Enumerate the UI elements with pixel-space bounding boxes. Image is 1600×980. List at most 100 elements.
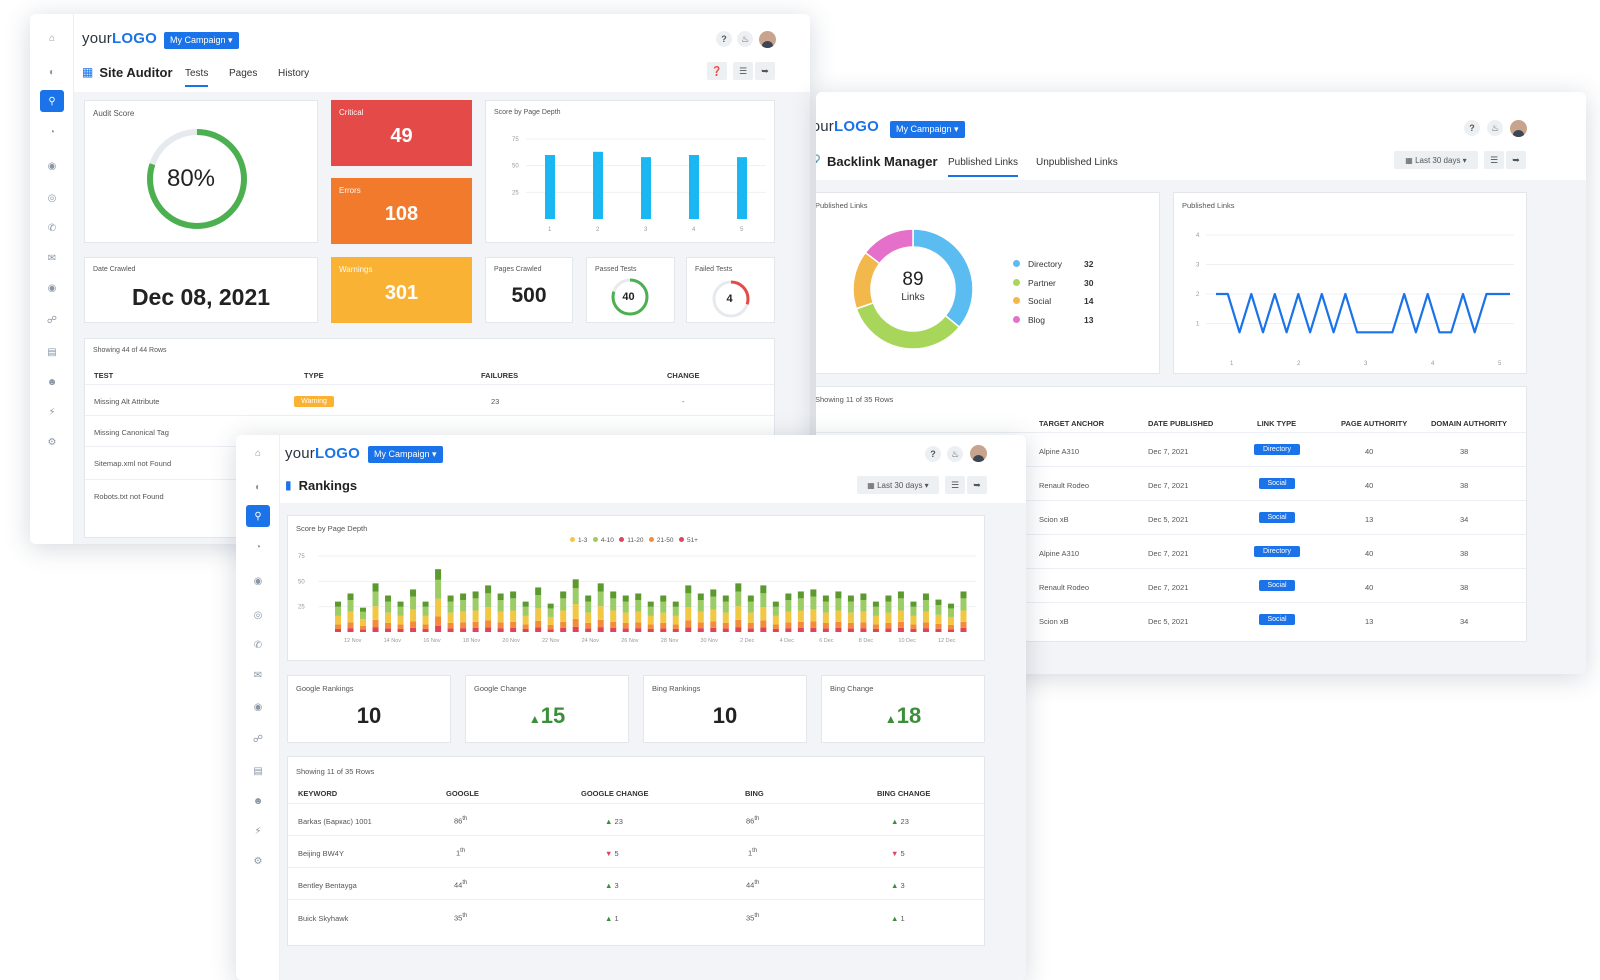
bar-segment (585, 628, 592, 632)
dashboard-icon[interactable]: ◐ (48, 66, 56, 78)
table-row[interactable]: Missing Alt Attribute Warning 23 - (85, 384, 774, 415)
col-link-type[interactable]: LINK TYPE (1257, 419, 1297, 428)
warnings-tile[interactable]: Warnings 301 (331, 257, 472, 323)
tab-history[interactable]: History (278, 68, 310, 79)
chat-icon[interactable]: ◉ (253, 575, 263, 587)
bell-icon[interactable]: ♨ (947, 446, 963, 462)
bell-icon[interactable]: ♨ (1487, 120, 1503, 136)
date-range-dropdown[interactable]: ▦ Last 30 days ▾ (857, 476, 939, 494)
comments-icon[interactable]: ◎ (47, 192, 57, 204)
users-icon[interactable]: ☻ (46, 376, 58, 388)
cart-icon[interactable]: ☍ (252, 733, 264, 745)
table-row[interactable]: Buick Skyhawk 35th ▲ 1 35th ▲ 1 (288, 899, 984, 933)
legend-item[interactable]: 4-10 (592, 537, 618, 544)
legend-item[interactable]: 51+ (678, 537, 698, 544)
table-row[interactable]: Missing Canonical Tag (85, 415, 774, 446)
col-test[interactable]: TEST (94, 371, 114, 380)
logo: yourLOGO (816, 118, 879, 135)
location-icon[interactable]: ◉ (253, 701, 263, 713)
dashboard-icon[interactable]: ◐ (254, 481, 262, 493)
search-icon[interactable]: ⚲ (246, 505, 270, 527)
home-icon[interactable]: ⌂ (254, 447, 262, 459)
settings-icon[interactable]: ⚙ (253, 855, 263, 867)
campaign-dropdown[interactable]: My Campaign (164, 32, 239, 49)
share-icon[interactable]: ➥ (755, 62, 775, 80)
cart-icon[interactable]: ☍ (46, 314, 58, 326)
legend-item[interactable]: Directory 32 (1013, 255, 1093, 274)
legend-item[interactable]: Social 14 (1013, 292, 1093, 311)
plug-icon[interactable]: ⚡ (48, 406, 56, 418)
mail-icon[interactable]: ✉ (253, 669, 263, 681)
share-icon[interactable]: ➥ (967, 476, 987, 494)
table-row[interactable]: Renault Rodeo Dec 7, 2021 Social 40 38 (816, 568, 1526, 602)
col-type[interactable]: TYPE (304, 371, 324, 380)
share-icon[interactable]: ➥ (1506, 151, 1526, 169)
location-icon[interactable]: ◉ (47, 282, 57, 294)
home-icon[interactable]: ⌂ (48, 32, 56, 44)
table-row[interactable]: Scion xB Dec 5, 2021 Social 13 34 (816, 500, 1526, 534)
bar-segment (960, 627, 967, 632)
columns-icon[interactable]: ☰ (733, 62, 753, 80)
table-row[interactable]: Barkas (Баркас) 1001 86th ▲ 23 86th ▲ 23 (288, 803, 984, 835)
col-bing[interactable]: BING (745, 789, 764, 798)
errors-tile[interactable]: Errors 108 (331, 178, 472, 244)
table-row[interactable]: Alpine A310 Dec 7, 2021 Directory 40 38 (816, 432, 1526, 466)
avatar[interactable] (970, 445, 987, 462)
table-row[interactable]: Bentley Bentayga 44th ▲ 3 44th ▲ 3 (288, 867, 984, 899)
type-badge: Warning (294, 396, 334, 407)
col-keyword[interactable]: KEYWORD (298, 789, 338, 798)
help-icon[interactable]: ? (1464, 120, 1480, 136)
table-row[interactable]: Scion xB Dec 5, 2021 Social 13 34 (816, 602, 1526, 636)
campaign-dropdown[interactable]: My Campaign (368, 446, 443, 463)
settings-icon[interactable]: ⚙ (47, 436, 57, 448)
col-date-published[interactable]: DATE PUBLISHED (1148, 419, 1214, 428)
help-icon[interactable]: ? (716, 31, 732, 47)
comments-icon[interactable]: ◎ (253, 609, 263, 621)
document-icon[interactable]: ▤ (47, 346, 57, 358)
table-row[interactable]: Beijing BW4Y 1th ▼ 5 1th ▼ 5 (288, 835, 984, 867)
critical-tile[interactable]: Critical 49 (331, 100, 472, 166)
bell-icon[interactable]: ♨ (737, 31, 753, 47)
chat-icon[interactable]: ◉ (47, 160, 57, 172)
campaign-dropdown[interactable]: My Campaign (890, 121, 965, 138)
passed-tests-label: Passed Tests (595, 266, 637, 273)
table-row[interactable]: Renault Rodeo Dec 7, 2021 Social 40 38 (816, 466, 1526, 500)
col-failures[interactable]: FAILURES (481, 371, 519, 380)
tab-published-links[interactable]: Published Links (948, 157, 1019, 177)
columns-icon[interactable]: ☰ (945, 476, 965, 494)
legend-item[interactable]: 21-50 (648, 537, 677, 544)
col-google-change[interactable]: GOOGLE CHANGE (581, 789, 649, 798)
legend-item[interactable]: Partner 30 (1013, 274, 1093, 293)
legend-item[interactable]: Blog 13 (1013, 311, 1093, 330)
col-change[interactable]: CHANGE (667, 371, 700, 380)
mail-icon[interactable]: ✉ (47, 252, 57, 264)
columns-icon[interactable]: ☰ (1484, 151, 1504, 169)
document-icon[interactable]: ▤ (253, 765, 263, 777)
search-icon[interactable]: ⚲ (40, 90, 64, 112)
date-range-dropdown[interactable]: ▦ Last 30 days ▾ (1394, 151, 1478, 169)
legend-item[interactable]: 11-20 (619, 537, 647, 544)
avatar[interactable] (759, 31, 776, 48)
tab-pages[interactable]: Pages (229, 68, 258, 79)
col-google[interactable]: GOOGLE (446, 789, 479, 798)
pie-chart-icon[interactable]: ◔ (254, 541, 262, 553)
y-tick-label: 75 (298, 554, 305, 560)
phone-icon[interactable]: ✆ (47, 222, 57, 234)
col-page-authority[interactable]: PAGE AUTHORITY (1341, 419, 1408, 428)
bar-segment (897, 621, 904, 628)
tab-unpublished-links[interactable]: Unpublished Links (1036, 157, 1118, 168)
users-icon[interactable]: ☻ (252, 795, 264, 807)
phone-icon[interactable]: ✆ (253, 639, 263, 651)
legend-item[interactable]: 1-3 (570, 537, 591, 544)
help-tool-icon[interactable]: ❓ (707, 62, 727, 80)
tab-tests[interactable]: Tests (185, 68, 209, 87)
col-bing-change[interactable]: BING CHANGE (877, 789, 931, 798)
help-icon[interactable]: ? (925, 446, 941, 462)
table-row[interactable]: Alpine A310 Dec 7, 2021 Directory 40 38 (816, 534, 1526, 568)
pie-chart-icon[interactable]: ◔ (48, 126, 56, 138)
col-target-anchor[interactable]: TARGET ANCHOR (1039, 419, 1104, 428)
plug-icon[interactable]: ⚡ (254, 825, 262, 837)
bar-segment (485, 593, 492, 608)
col-domain-authority[interactable]: DOMAIN AUTHORITY (1431, 419, 1507, 428)
avatar[interactable] (1510, 120, 1527, 137)
